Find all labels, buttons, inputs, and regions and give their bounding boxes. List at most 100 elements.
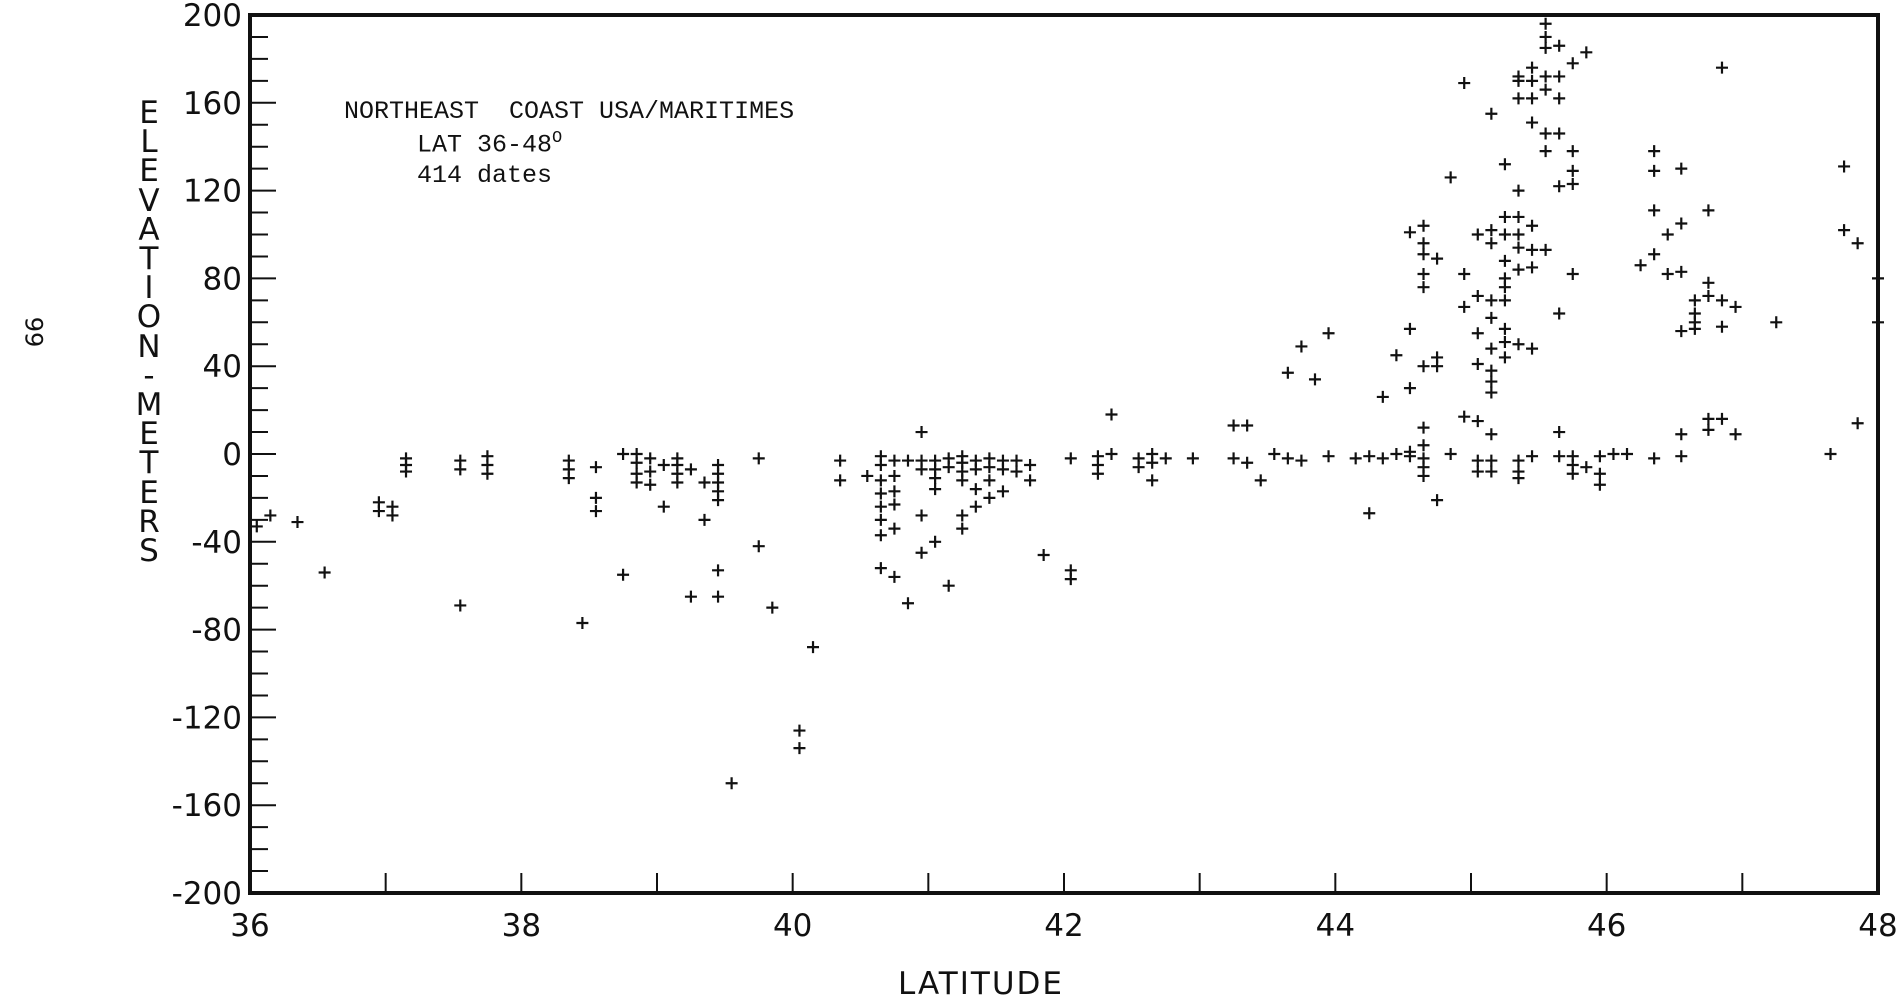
data-point	[888, 469, 901, 482]
data-point	[1539, 83, 1552, 96]
data-point	[1539, 41, 1552, 54]
data-point	[996, 463, 1009, 476]
data-point	[1498, 158, 1511, 171]
data-point	[1688, 307, 1701, 320]
data-point	[983, 461, 996, 474]
data-point	[1268, 448, 1281, 460]
data-point	[644, 478, 657, 491]
y-tick-label: -80	[191, 613, 242, 649]
data-point	[1512, 92, 1525, 105]
data-point	[1417, 219, 1430, 232]
data-point	[589, 505, 602, 518]
data-point	[1539, 127, 1552, 140]
data-point	[1064, 573, 1077, 586]
data-point	[1417, 421, 1430, 434]
data-point	[698, 476, 711, 489]
data-point	[1010, 454, 1023, 467]
data-point	[1526, 92, 1539, 105]
data-point	[1485, 237, 1498, 250]
data-point	[1431, 252, 1444, 265]
x-tick-label: 40	[773, 908, 812, 944]
data-point	[834, 454, 847, 467]
annotation-latitude-text: LAT 36-48	[417, 130, 553, 160]
data-point	[1675, 265, 1688, 278]
data-point	[1105, 448, 1118, 460]
data-point	[372, 505, 385, 518]
data-point	[1702, 289, 1715, 302]
data-point	[956, 509, 969, 522]
data-point	[1526, 342, 1539, 355]
x-tick-label: 48	[1858, 908, 1897, 944]
data-point	[1444, 171, 1457, 184]
data-point	[1553, 180, 1566, 193]
data-point	[1526, 243, 1539, 256]
data-point	[1322, 327, 1335, 340]
data-point	[1580, 46, 1593, 59]
data-point	[481, 467, 494, 480]
data-point	[630, 476, 643, 489]
data-point	[1024, 458, 1037, 471]
data-point	[1485, 311, 1498, 324]
data-point	[752, 452, 765, 465]
data-point	[1675, 450, 1688, 463]
data-point	[1566, 145, 1579, 158]
y-axis-label-letter: A	[138, 211, 160, 248]
y-axis-label-letter: T	[139, 445, 159, 482]
data-point	[1471, 454, 1484, 467]
data-point	[1648, 145, 1661, 158]
data-point	[1485, 364, 1498, 377]
data-point	[1553, 450, 1566, 463]
data-point	[1132, 461, 1145, 474]
data-point	[1539, 70, 1552, 83]
data-point	[1702, 412, 1715, 425]
data-point	[1688, 294, 1701, 307]
data-point	[752, 540, 765, 553]
data-point	[1471, 415, 1484, 428]
data-point	[1485, 465, 1498, 478]
data-point	[1376, 390, 1389, 403]
data-point	[1146, 474, 1159, 487]
data-point	[1512, 338, 1525, 351]
data-point	[969, 500, 982, 513]
data-point	[400, 465, 413, 478]
data-point	[1553, 127, 1566, 140]
data-point	[1526, 450, 1539, 463]
data-point	[1403, 382, 1416, 395]
data-point	[834, 474, 847, 487]
data-point	[1553, 307, 1566, 320]
data-point	[1553, 92, 1566, 105]
data-point	[1526, 261, 1539, 274]
y-axis-label-letter: S	[139, 533, 159, 569]
data-point	[1417, 248, 1430, 261]
data-point	[1498, 210, 1511, 223]
data-point	[1580, 461, 1593, 474]
data-point	[1526, 61, 1539, 74]
data-point	[1390, 349, 1403, 362]
data-point	[874, 513, 887, 526]
data-point	[996, 485, 1009, 498]
data-point	[589, 461, 602, 474]
data-point	[1851, 417, 1864, 430]
data-point	[1295, 454, 1308, 467]
data-point	[1458, 410, 1471, 423]
data-point	[1593, 467, 1606, 480]
data-point	[1526, 219, 1539, 232]
data-point	[874, 474, 887, 487]
data-point	[1661, 228, 1674, 241]
y-axis-label-letter: E	[139, 153, 159, 190]
data-point	[888, 498, 901, 511]
data-point	[1498, 294, 1511, 307]
data-point	[901, 454, 914, 467]
data-point	[1729, 300, 1742, 313]
data-point	[1485, 294, 1498, 307]
data-point	[1621, 448, 1634, 460]
data-point	[874, 500, 887, 513]
data-point	[1634, 259, 1647, 272]
data-point	[1872, 272, 1884, 285]
data-point	[386, 509, 399, 522]
y-axis-label-letter: L	[140, 124, 158, 161]
data-point	[1498, 272, 1511, 285]
data-point	[1444, 448, 1457, 460]
data-point	[1498, 351, 1511, 364]
data-point	[1091, 467, 1104, 480]
